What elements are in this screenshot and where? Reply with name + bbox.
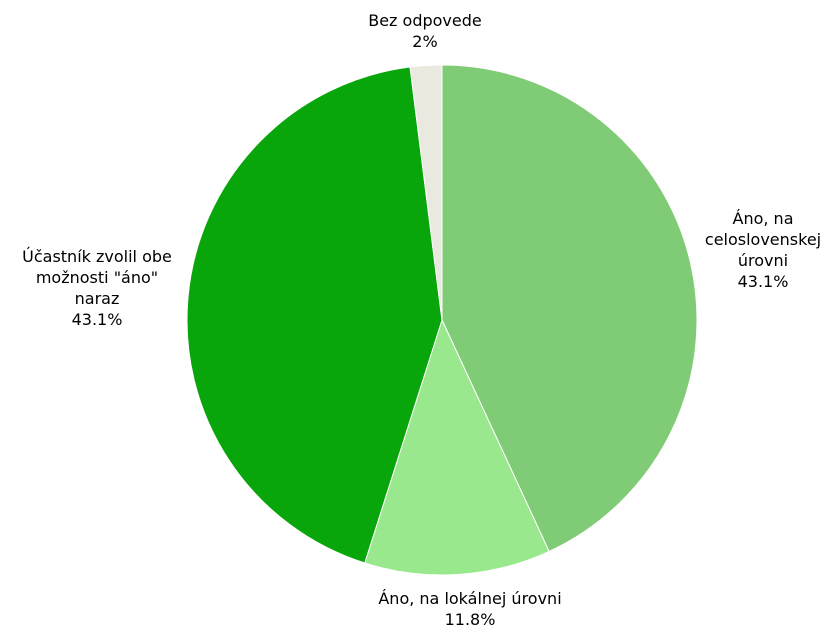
slice-label-1-line-2: celoslovenskej bbox=[705, 230, 821, 249]
pie-slice-2 bbox=[364, 318, 550, 576]
slice-value-label-3: 43.1% bbox=[72, 310, 123, 329]
slice-label-4-line-1: Bez odpovede bbox=[368, 11, 482, 30]
pie-slice-3 bbox=[186, 66, 443, 564]
slice-label-1-line-1: Áno, na bbox=[733, 209, 794, 228]
slice-label-3-line-2: možnosti "áno" bbox=[36, 268, 158, 287]
slice-value-label-2: 11.8% bbox=[445, 610, 496, 628]
slice-value-label-4: 2% bbox=[412, 32, 437, 51]
pie-slices bbox=[186, 64, 698, 576]
slice-value-label-1: 43.1% bbox=[738, 272, 789, 291]
slice-label-2-line-1: Áno, na lokálnej úrovni bbox=[378, 589, 561, 608]
pie-slice-4 bbox=[409, 64, 443, 321]
slice-label-1-line-3: úrovni bbox=[738, 251, 788, 270]
pie-slice-1 bbox=[441, 64, 698, 553]
slice-label-3-line-1: Účastník zvolil obe bbox=[22, 247, 172, 266]
pie-labels: Áno, na celoslovenskej úrovni 43.1% Áno, na … bbox=[22, 11, 821, 628]
slice-label-3-line-3: naraz bbox=[75, 289, 120, 308]
